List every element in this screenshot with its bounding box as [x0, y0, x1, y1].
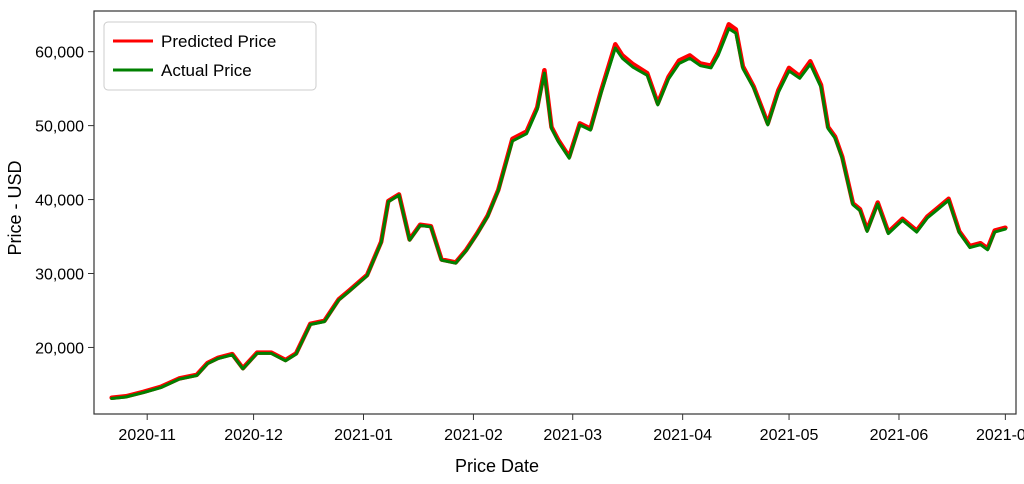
- x-axis-label: Price Date: [455, 456, 539, 476]
- y-tick-label: 40,000: [35, 193, 84, 210]
- x-tick-label: 2021-04: [653, 427, 712, 444]
- y-tick-label: 60,000: [35, 45, 84, 62]
- x-tick-label: 2021-03: [543, 427, 602, 444]
- y-tick-label: 30,000: [35, 267, 84, 284]
- x-tick-label: 2020-12: [224, 427, 283, 444]
- y-axis-label: Price - USD: [5, 160, 25, 255]
- y-tick-label: 50,000: [35, 119, 84, 136]
- legend-label-actual: Actual Price: [161, 61, 252, 80]
- x-tick-label: 2021-02: [444, 427, 503, 444]
- legend-label-predicted: Predicted Price: [161, 32, 276, 51]
- legend-box: [103, 21, 317, 91]
- x-axis: 2020-11 2020-12 2021-01 2021-02 2021-03 2021-…: [118, 414, 1024, 444]
- legend: Predicted Price Actual Price: [103, 21, 317, 91]
- plot-frame: [93, 10, 1017, 415]
- x-tick-label: 2021-05: [760, 427, 819, 444]
- series-layer: [109, 22, 1008, 400]
- y-tick-label: 20,000: [35, 340, 84, 357]
- x-tick-label: 2021-01: [334, 427, 393, 444]
- x-tick-label: 2021-07: [976, 427, 1024, 444]
- y-axis: 20,000 30,000 40,000 50,000 60,000: [35, 45, 94, 357]
- x-tick-label: 2020-11: [118, 427, 176, 444]
- series-line-actual: [110, 27, 1007, 400]
- x-tick-label: 2021-06: [870, 427, 929, 444]
